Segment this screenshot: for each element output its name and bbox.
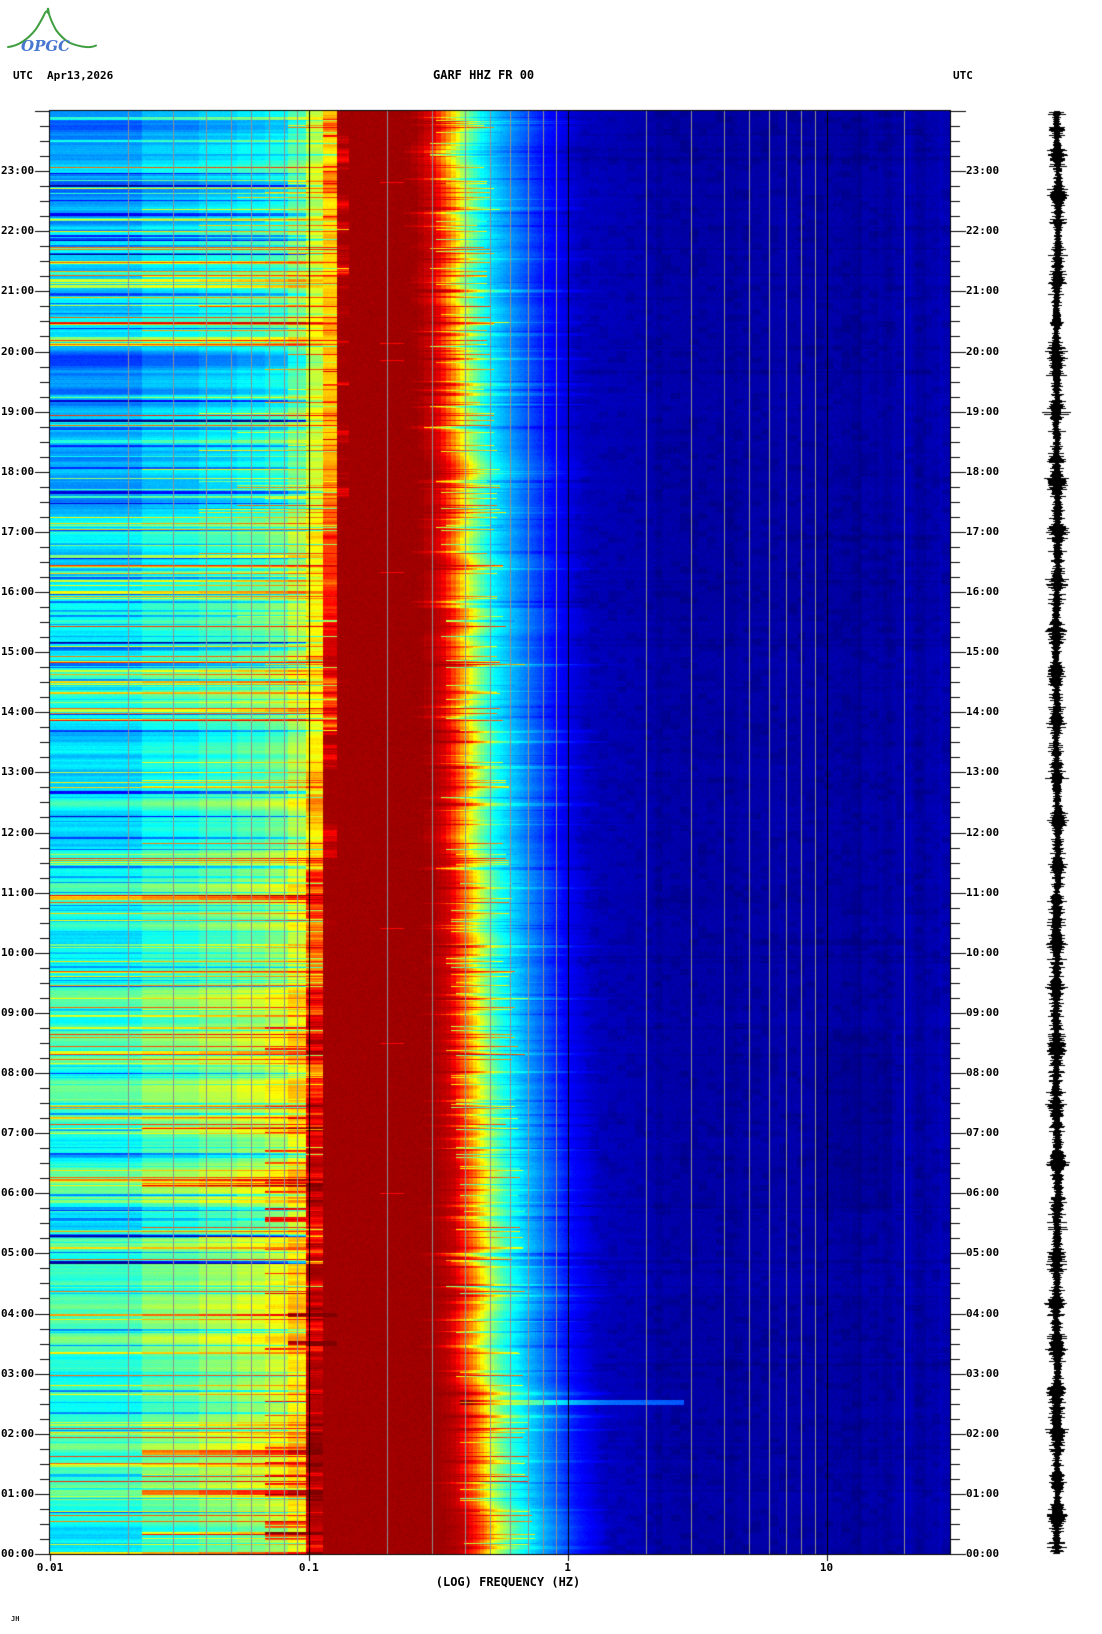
time-label-right-16: 16:00 <box>966 585 1000 598</box>
time-label-right-10: 10:00 <box>966 945 1000 959</box>
time-label-left-17: 17:00 <box>1 524 35 538</box>
time-label-left-20: 20:00 <box>1 344 35 358</box>
x-tick-label-1: 1 <box>564 1561 571 1574</box>
time-label-left-16: 16:00 <box>1 585 35 598</box>
time-label-right-22: 22:00 <box>966 224 1000 238</box>
time-label-left-09: 09:00 <box>1 1005 35 1019</box>
utc-label-right: UTC <box>953 69 973 82</box>
time-label-right-19: 19:00 <box>966 404 1000 418</box>
time-label-right-05: 05:00 <box>966 1246 1000 1260</box>
time-label-right-13: 13:00 <box>966 765 1000 779</box>
time-label-left-22: 22:00 <box>1 224 35 238</box>
time-label-right-04: 04:00 <box>966 1306 1000 1320</box>
x-tick-label-0.01: 0.01 <box>36 1561 64 1574</box>
time-label-left-10: 10:00 <box>1 945 35 959</box>
time-label-right-18: 18:00 <box>966 464 1000 478</box>
time-label-left-06: 06:00 <box>1 1186 35 1200</box>
time-label-right-09: 09:00 <box>966 1005 1000 1019</box>
time-label-right-21: 21:00 <box>966 284 1000 298</box>
time-label-right-08: 08:00 <box>966 1066 1000 1079</box>
time-label-right-14: 14:00 <box>966 705 1000 719</box>
time-label-left-19: 19:00 <box>1 404 35 418</box>
time-label-left-13: 13:00 <box>1 765 35 779</box>
time-label-left-23: 23:00 <box>1 164 35 178</box>
time-label-right-07: 07:00 <box>966 1126 1000 1140</box>
time-label-left-08: 08:00 <box>1 1066 35 1079</box>
date-label: Apr13,2026 <box>47 69 114 82</box>
time-label-left-04: 04:00 <box>1 1306 35 1320</box>
time-label-right-01: 01:00 <box>966 1486 1000 1500</box>
time-label-left-12: 12:00 <box>1 825 35 839</box>
time-label-right-03: 03:00 <box>966 1366 1000 1380</box>
time-label-left-21: 21:00 <box>1 284 35 298</box>
station-title: GARF HHZ FR 00 <box>433 68 535 82</box>
time-label-left-14: 14:00 <box>1 705 35 719</box>
utc-label-left: UTC <box>13 69 33 82</box>
time-label-left-03: 03:00 <box>1 1366 35 1380</box>
x-tick-label-10: 10 <box>819 1561 834 1574</box>
x-tick-label-0.1: 0.1 <box>298 1561 319 1574</box>
time-label-right-15: 15:00 <box>966 645 1000 659</box>
mountain-icon <box>7 7 97 49</box>
logo-text: OPGC <box>21 37 70 55</box>
signature-mark: JH <box>11 1615 20 1623</box>
time-label-right-02: 02:00 <box>966 1426 1000 1440</box>
time-label-right-06: 06:00 <box>966 1186 1000 1200</box>
time-label-left-11: 11:00 <box>1 885 35 899</box>
time-label-left-05: 05:00 <box>1 1246 35 1260</box>
time-label-right-12: 12:00 <box>966 825 1000 839</box>
time-label-left-02: 02:00 <box>1 1426 35 1440</box>
time-label-left-18: 18:00 <box>1 464 35 478</box>
time-label-left-00: 00:00 <box>1 1547 35 1560</box>
time-label-right-17: 17:00 <box>966 524 1000 538</box>
time-label-right-20: 20:00 <box>966 344 1000 358</box>
time-label-right-11: 11:00 <box>966 885 1000 899</box>
x-axis-title: (LOG) FREQUENCY (HZ) <box>435 1575 581 1589</box>
time-label-right-00: 00:00 <box>966 1547 1000 1560</box>
opgc-logo: OPGC <box>7 7 97 55</box>
time-label-left-07: 07:00 <box>1 1126 35 1140</box>
time-label-left-15: 15:00 <box>1 645 35 659</box>
time-label-left-01: 01:00 <box>1 1486 35 1500</box>
time-label-right-23: 23:00 <box>966 164 1000 178</box>
